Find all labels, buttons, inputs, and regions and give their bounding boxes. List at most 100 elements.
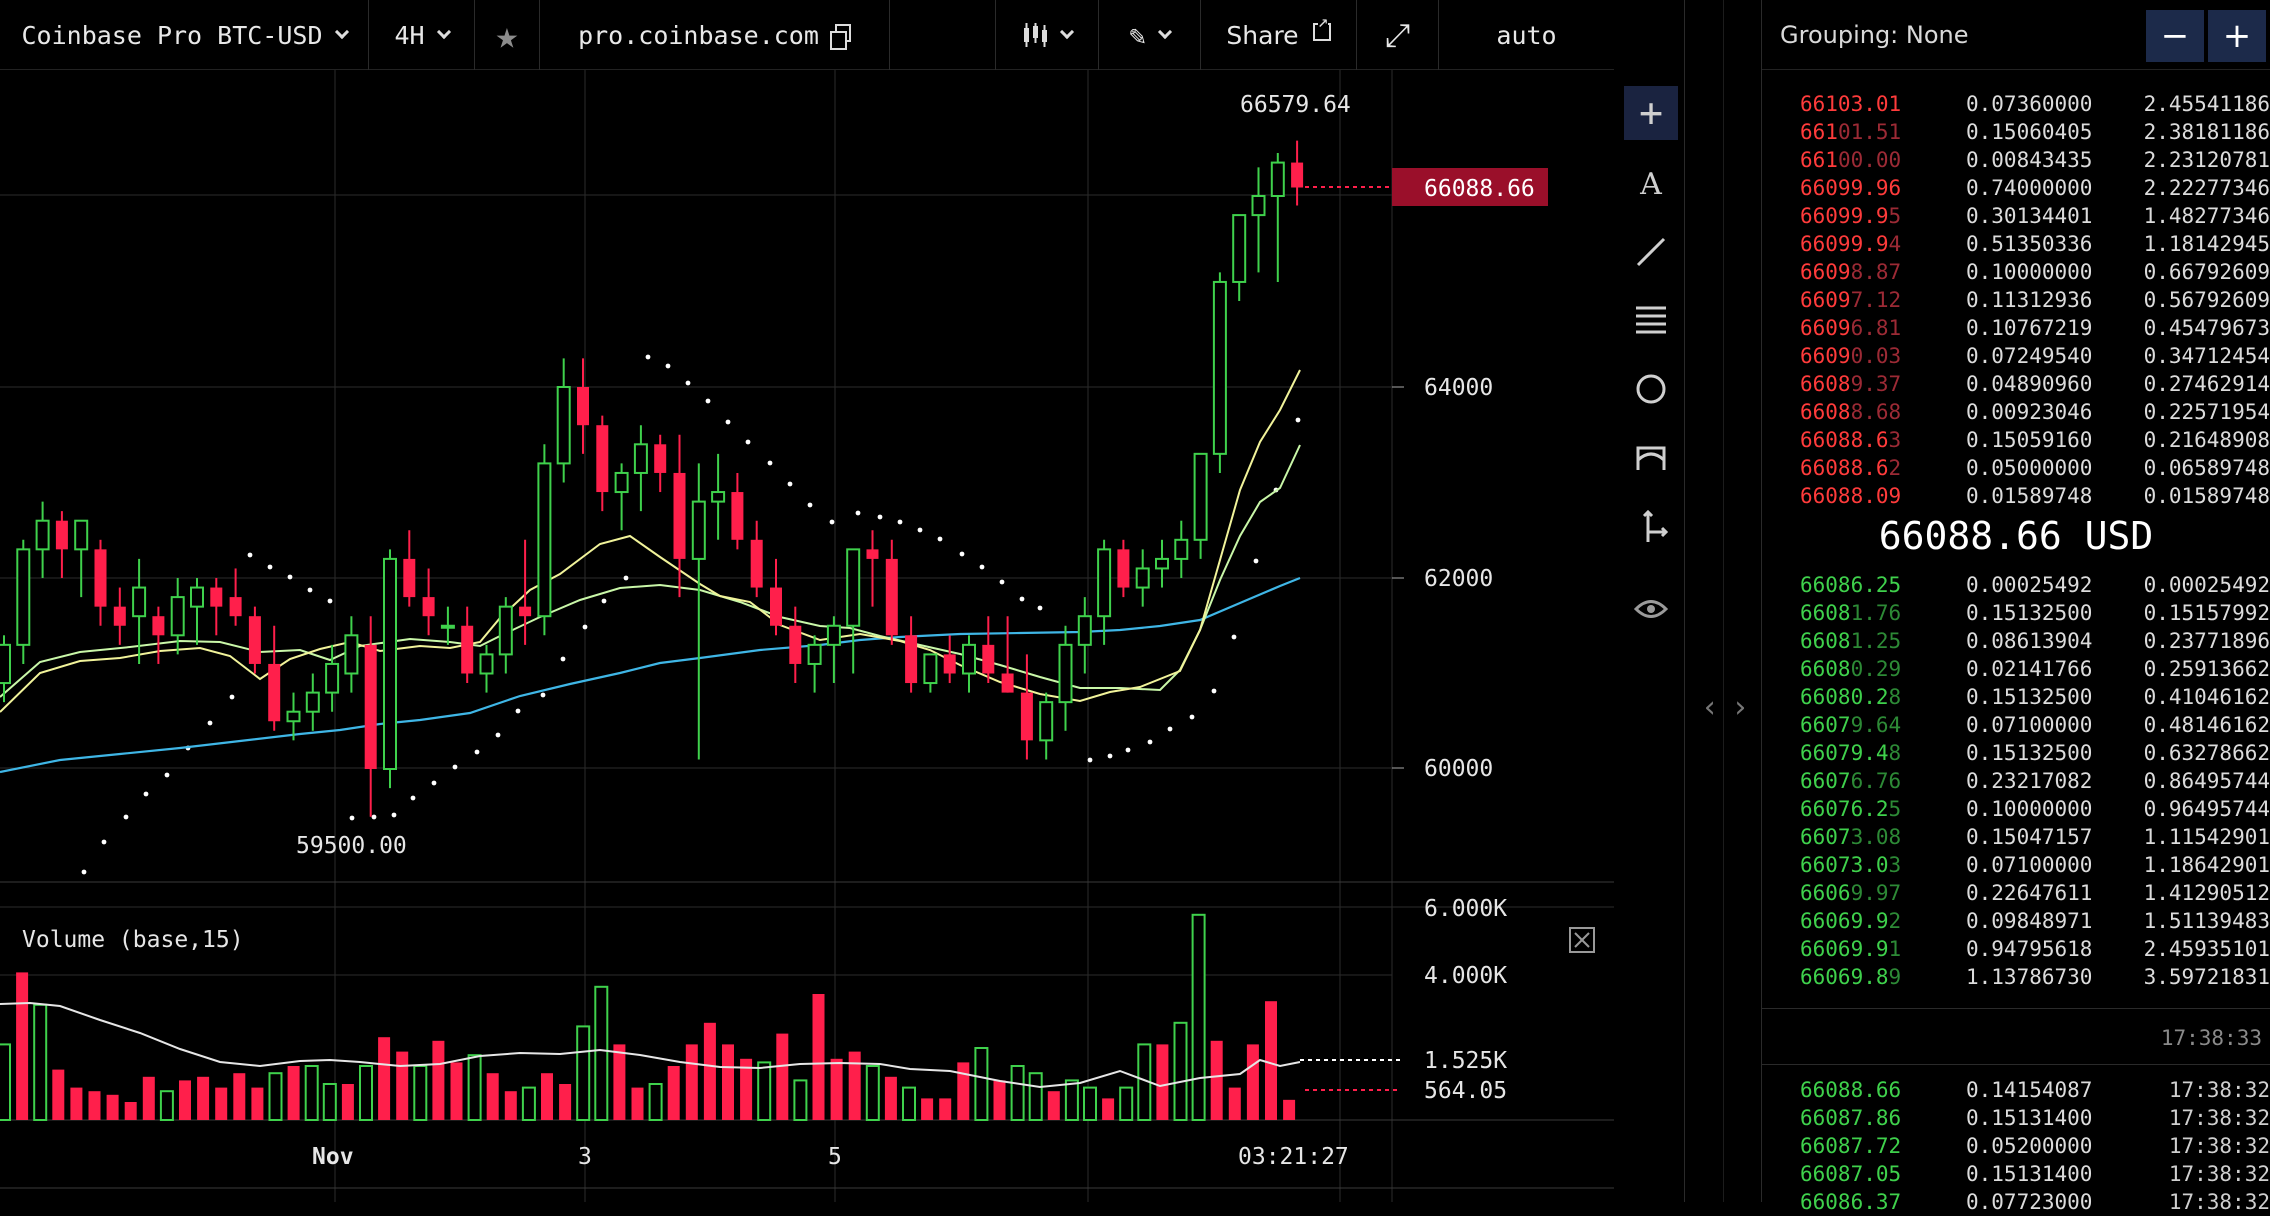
ask-row[interactable]: 66088.68 0.00923046 0.22571954 <box>1762 398 2270 426</box>
bid-row[interactable]: 66069.89 1.13786730 3.59721831 <box>1762 963 2270 991</box>
ask-row[interactable]: 66103.01 0.07360000 2.45541186 <box>1762 90 2270 118</box>
eye-visibility-icon[interactable] <box>1624 582 1678 636</box>
crosshair-plus-icon[interactable]: + <box>1624 86 1678 140</box>
bid-row[interactable]: 66069.91 0.94795618 2.45935101 <box>1762 935 2270 963</box>
share-button[interactable]: Share <box>1201 0 1357 70</box>
candle <box>673 434 686 598</box>
volume-bar <box>884 1076 897 1120</box>
trade-time: 17:38:32 <box>2168 1134 2270 1158</box>
ask-row[interactable]: 66097.12 0.11312936 0.56792609 <box>1762 286 2270 314</box>
size-cell: 0.15132500 <box>1966 601 2093 625</box>
volume-bar <box>287 1066 300 1120</box>
ask-row[interactable]: 66100.00 0.00843435 2.23120781 <box>1762 146 2270 174</box>
interval-selector[interactable]: 4H <box>369 0 475 70</box>
bid-row[interactable]: 66080.29 0.02141766 0.25913662 <box>1762 655 2270 683</box>
volume-bar <box>1265 1001 1277 1120</box>
bid-row[interactable]: 66081.76 0.15132500 0.15157992 <box>1762 599 2270 627</box>
candle <box>1058 625 1073 731</box>
volume-bar <box>16 972 29 1120</box>
ask-row[interactable]: 66089.37 0.04890960 0.27462914 <box>1762 370 2270 398</box>
sar-dot <box>1253 558 1259 564</box>
grouping-increase-button[interactable]: + <box>2208 10 2266 62</box>
text-tool-icon[interactable]: A <box>1640 166 1662 202</box>
circle-tool-icon[interactable] <box>1624 362 1678 416</box>
chevron-left-icon[interactable]: ‹ <box>1701 690 1720 725</box>
price-chart[interactable]: 66579.64 59500.00 66088.66 64000 62000 6… <box>0 70 1614 1202</box>
candle <box>711 453 726 540</box>
volume-bar <box>106 1094 119 1120</box>
sar-dot <box>287 574 293 580</box>
ask-row[interactable]: 66096.81 0.10767219 0.45479673 <box>1762 314 2270 342</box>
sar-dot <box>767 460 773 466</box>
price-cell: 66079.64 <box>1800 713 1902 737</box>
candle <box>577 358 589 454</box>
site-label: pro.coinbase.com <box>578 20 819 50</box>
bid-row[interactable]: 66073.08 0.15047157 1.11542901 <box>1762 823 2270 851</box>
ask-row[interactable]: 66090.03 0.07249540 0.34712454 <box>1762 342 2270 370</box>
candle <box>344 616 359 693</box>
trade-price: 66088.66 <box>1800 1078 1902 1102</box>
pattern-tool-icon[interactable] <box>1624 430 1678 484</box>
bid-row[interactable]: 66080.28 0.15132500 0.41046162 <box>1762 683 2270 711</box>
volume-panel-close-icon[interactable] <box>1569 927 1595 953</box>
candle <box>905 616 918 693</box>
chevron-right-icon[interactable]: › <box>1731 690 1750 725</box>
sar-dot <box>623 575 629 581</box>
ask-row[interactable]: 66088.62 0.05000000 0.06589748 <box>1762 454 2270 482</box>
bid-row[interactable]: 66069.92 0.09848971 1.51139483 <box>1762 907 2270 935</box>
price-cell: 66096.81 <box>1800 316 1902 340</box>
trendline-tool-icon[interactable] <box>1624 225 1678 279</box>
candle <box>807 635 822 693</box>
ask-row[interactable]: 66099.95 0.30134401 1.48277346 <box>1762 202 2270 230</box>
time-axis[interactable]: Nov 3 5 03:21:27 <box>312 1144 1349 1170</box>
bid-row[interactable]: 66086.25 0.00025492 0.00025492 <box>1762 571 2270 599</box>
volume-bar <box>52 1069 65 1120</box>
bid-row[interactable]: 66076.76 0.23217082 0.86495744 <box>1762 767 2270 795</box>
sar-dot <box>937 536 943 542</box>
price-axis[interactable]: 64000 62000 60000 <box>1392 375 1493 782</box>
sar-dot <box>601 598 607 604</box>
total-cell: 0.01589748 <box>2143 484 2270 508</box>
sar-dot <box>247 552 253 558</box>
size-cell: 0.00923046 <box>1966 400 2093 424</box>
candle <box>383 549 397 789</box>
bid-row[interactable]: 66073.03 0.07100000 1.18642901 <box>1762 851 2270 879</box>
volume-bar <box>757 1061 772 1122</box>
grouping-label: Grouping: None <box>1780 20 1969 49</box>
ask-row[interactable]: 66101.51 0.15060405 2.38181186 <box>1762 118 2270 146</box>
ask-row[interactable]: 66099.96 0.74000000 2.22277346 <box>1762 174 2270 202</box>
volume-bar <box>233 1073 246 1120</box>
drawing-tool-selector[interactable]: ✎ <box>1099 0 1201 70</box>
bid-row[interactable]: 66079.48 0.15132500 0.63278662 <box>1762 739 2270 767</box>
candle <box>325 644 340 712</box>
bid-row[interactable]: 66081.25 0.08613904 0.23771896 <box>1762 627 2270 655</box>
trade-row: 66087.72 0.05200000 17:38:32 <box>1762 1132 2270 1160</box>
bid-row[interactable]: 66079.64 0.07100000 0.48146162 <box>1762 711 2270 739</box>
ask-row[interactable]: 66088.63 0.15059160 0.21648908 <box>1762 426 2270 454</box>
orderbook-updated-time: 17:38:33 <box>2160 1026 2262 1050</box>
fib-lines-tool-icon[interactable] <box>1624 293 1678 347</box>
size-cell: 0.10000000 <box>1966 797 2093 821</box>
candle <box>1193 452 1208 559</box>
ask-row[interactable]: 66098.87 0.10000000 0.66792609 <box>1762 258 2270 286</box>
chart-type-selector[interactable] <box>995 0 1099 70</box>
bid-row[interactable]: 66076.25 0.10000000 0.96495744 <box>1762 795 2270 823</box>
volume-bar <box>70 1087 83 1120</box>
sar-dot <box>267 564 273 570</box>
candle <box>1174 520 1189 578</box>
bid-row[interactable]: 66069.97 0.22647611 1.41290512 <box>1762 879 2270 907</box>
ask-row[interactable]: 66099.94 0.51350336 1.18142945 <box>1762 230 2270 258</box>
favorite-star-icon[interactable]: ★ <box>475 0 540 70</box>
panel-splitter[interactable]: ‹ › <box>1684 0 1762 1202</box>
site-link[interactable]: pro.coinbase.com <box>540 0 890 70</box>
scale-mode-button[interactable]: auto <box>1439 0 1614 70</box>
ask-row[interactable]: 66088.09 0.01589748 0.01589748 <box>1762 482 2270 510</box>
grouping-decrease-button[interactable]: − <box>2146 10 2204 62</box>
fullscreen-icon[interactable]: ⤢ <box>1357 0 1439 70</box>
sar-dot <box>540 692 546 698</box>
measure-tool-icon[interactable] <box>1624 500 1678 554</box>
price-cell: 66103.01 <box>1800 92 1902 116</box>
total-cell: 1.41290512 <box>2143 881 2270 905</box>
volume-bar <box>521 1086 536 1121</box>
symbol-selector[interactable]: Coinbase Pro BTC-USD <box>0 0 369 70</box>
